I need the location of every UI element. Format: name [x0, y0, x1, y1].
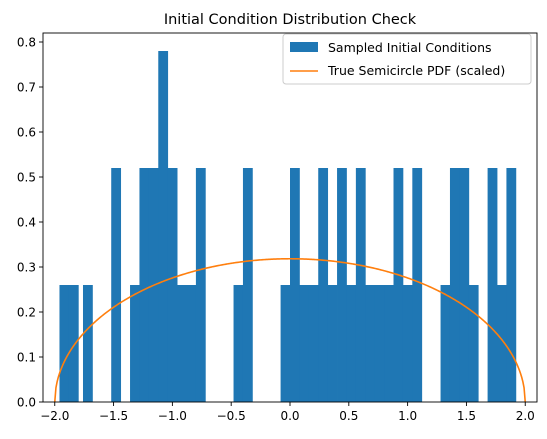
x-tick-label-5: 0.5	[339, 409, 358, 423]
x-tick-label-6: 1.0	[398, 409, 417, 423]
histogram-bar-11	[196, 168, 206, 402]
histogram-bar-13	[243, 168, 253, 402]
histogram-bar-15	[290, 168, 300, 402]
chart-title: Initial Condition Distribution Check	[164, 12, 417, 28]
histogram-bar-28	[412, 168, 422, 402]
histogram-bar-3	[111, 168, 121, 402]
histogram-bar-30	[450, 168, 460, 402]
histogram-bar-5	[139, 168, 149, 402]
histogram-bar-35	[506, 168, 516, 402]
x-tick-label-8: 2.0	[516, 409, 535, 423]
legend-swatch-bars	[290, 42, 318, 52]
legend-label-line: True Semicircle PDF (scaled)	[327, 63, 505, 78]
y-tick-label-2: 0.2	[17, 305, 36, 319]
x-tick-label-4: 0.0	[280, 409, 299, 423]
legend-label-bars: Sampled Initial Conditions	[328, 40, 492, 55]
histogram-bar-7	[158, 51, 168, 402]
histogram-bar-33	[488, 168, 498, 402]
legend: Sampled Initial Conditions True Semicirc…	[283, 34, 531, 84]
x-tick-label-1: −1.5	[99, 409, 128, 423]
histogram-bar-1	[69, 285, 79, 402]
histogram-bar-26	[394, 168, 404, 402]
histogram-bar-9	[177, 285, 187, 402]
histogram-bar-25	[384, 285, 394, 402]
histogram-bar-31	[459, 168, 469, 402]
histogram-bar-29	[441, 285, 451, 402]
y-tick-label-3: 0.3	[17, 260, 36, 274]
histogram-bar-22	[356, 168, 366, 402]
y-tick-label-6: 0.6	[17, 125, 36, 139]
y-tick-label-8: 0.8	[17, 35, 36, 49]
x-tick-label-0: −2.0	[40, 409, 69, 423]
x-tick-label-3: −0.5	[217, 409, 246, 423]
histogram-bar-10	[187, 285, 197, 402]
histogram-bar-21	[346, 285, 356, 402]
histogram-bar-27	[403, 285, 413, 402]
histogram-bar-2	[83, 285, 93, 402]
histogram-bar-19	[328, 285, 338, 402]
histogram-bar-14	[281, 285, 291, 402]
histogram-bar-4	[130, 285, 140, 402]
histogram-bar-16	[299, 285, 309, 402]
histogram-bar-0	[59, 285, 69, 402]
histogram-bar-8	[168, 168, 178, 402]
histogram-bar-32	[469, 285, 479, 402]
x-tick-label-7: 1.5	[457, 409, 476, 423]
histogram-bar-12	[234, 285, 244, 402]
histogram-bar-23	[365, 285, 375, 402]
x-tick-label-2: −1.0	[158, 409, 187, 423]
histogram-bar-18	[318, 168, 328, 402]
histogram-bar-24	[375, 285, 385, 402]
y-tick-label-5: 0.5	[17, 170, 36, 184]
y-tick-label-0: 0.0	[17, 395, 36, 409]
histogram-bar-17	[309, 285, 319, 402]
y-tick-label-4: 0.4	[17, 215, 36, 229]
y-tick-label-1: 0.1	[17, 350, 36, 364]
y-tick-label-7: 0.7	[17, 80, 36, 94]
histogram-bar-20	[337, 168, 347, 402]
